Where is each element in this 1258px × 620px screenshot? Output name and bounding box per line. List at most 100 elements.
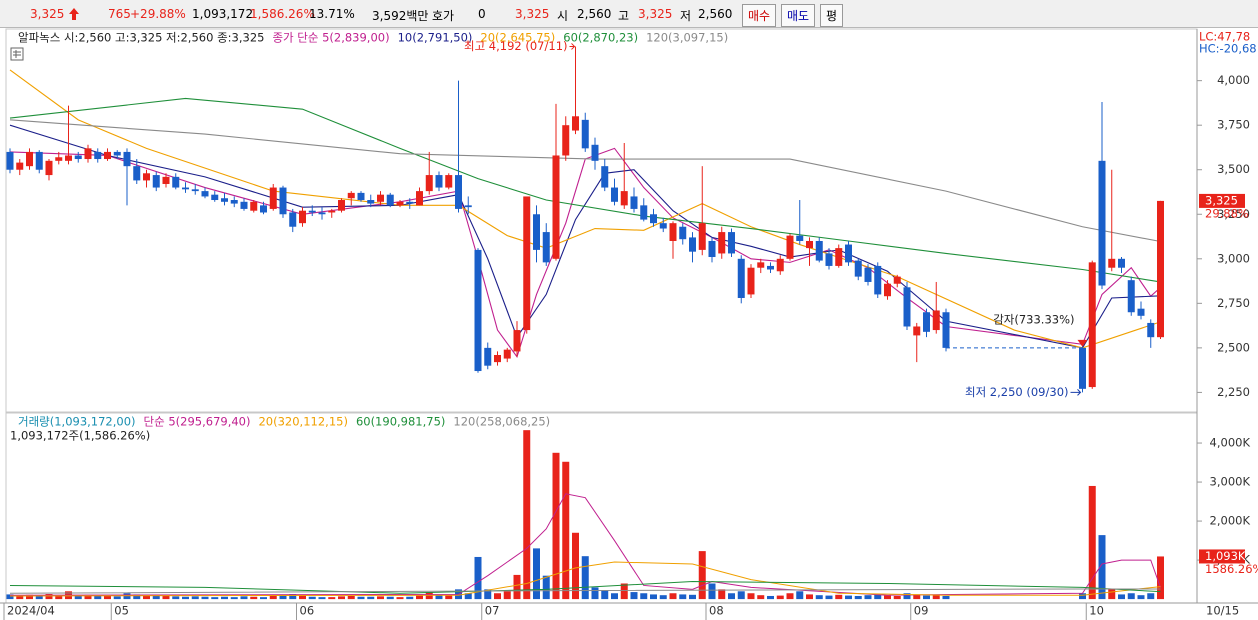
volume-bar (1079, 593, 1086, 600)
volume-bar (650, 594, 657, 600)
volume-bar (221, 596, 228, 600)
volume-bar (74, 595, 82, 600)
volume-bar (737, 591, 745, 600)
legend-entry: 60(190,981,75) (356, 415, 445, 429)
volume-bar (864, 595, 872, 600)
high: 3,325 (638, 7, 673, 21)
volume-bar (728, 593, 735, 600)
candle-body (806, 240, 813, 249)
volume-bar (386, 596, 394, 600)
candle-body (884, 283, 891, 297)
open-label: 시 (557, 9, 569, 23)
candle-body (464, 205, 472, 208)
high-annotation: 최고 4,192 (07/11) (464, 39, 568, 53)
candle-body (84, 148, 92, 160)
ma-line (9, 97, 1161, 283)
volume-bar (113, 596, 121, 600)
volume-bar (182, 596, 189, 600)
y-tick-label: 2,500 (1217, 340, 1250, 354)
volume-bar (367, 596, 375, 600)
candle-body (620, 191, 628, 206)
legend-entry: 120(258,068,25) (453, 415, 550, 429)
volume-bar (942, 595, 950, 600)
volume-bar (767, 595, 774, 600)
up-arrow (69, 8, 79, 20)
volume-bar (708, 583, 716, 600)
low: 2,560 (698, 7, 733, 21)
volume-bar (893, 595, 901, 600)
y-tick-label: 4,000 (1217, 73, 1250, 87)
volume-bar (913, 594, 921, 600)
volume-bar (679, 594, 687, 600)
volume-bar (230, 597, 238, 600)
candle-body (445, 175, 453, 188)
candle-body (845, 244, 852, 263)
candle-body (864, 267, 872, 282)
candle-body (377, 194, 384, 202)
volume-bar (45, 594, 53, 600)
candle-body (854, 260, 862, 277)
volume-bar (377, 596, 384, 600)
volume-bar (747, 593, 755, 600)
candle-body (211, 194, 219, 201)
candle-body (55, 157, 63, 161)
volume-bar (328, 597, 336, 600)
candle-body (513, 330, 521, 352)
volume-bar (474, 556, 482, 600)
candle-body (26, 151, 33, 167)
volume-bar (533, 548, 540, 600)
candle-body (835, 248, 843, 266)
candle-body (133, 166, 141, 181)
candle-body (308, 210, 316, 213)
toolbar: 3,325 765 +29.88% 1,093,172 1,586.26% 13… (0, 0, 1258, 28)
candle-body (728, 232, 735, 254)
candle-body (416, 191, 423, 206)
volume-bar (835, 594, 843, 600)
volume-bar (591, 587, 599, 600)
candle-body (104, 151, 111, 160)
volume-bar (874, 594, 882, 600)
volume-panel (5, 412, 1198, 604)
volume-bar (318, 597, 326, 600)
volume-bar (884, 595, 891, 600)
candle-body (45, 160, 53, 176)
legend-entry: 거래량(1,093,172,00) (18, 415, 136, 429)
candle-body (484, 347, 492, 366)
buy-button[interactable]: 매수 (742, 4, 777, 27)
sell-button[interactable]: 매도 (781, 4, 816, 27)
candle-body (1108, 258, 1116, 268)
low-label: 저 (680, 9, 692, 23)
high-arrow (569, 43, 576, 50)
price: 3,325 (30, 7, 65, 21)
candle-body (250, 201, 258, 211)
candle-body (474, 249, 482, 372)
y-tick-label: 2,000K (1210, 514, 1251, 528)
candle-body (35, 151, 43, 170)
candle-body (562, 125, 570, 156)
x-tick-label: 05 (114, 604, 129, 618)
volume-bar (776, 595, 784, 600)
candle-body (932, 310, 940, 331)
x-tick-label: 08 (709, 604, 724, 618)
volume-bar (260, 597, 267, 600)
candle-body (903, 287, 911, 327)
settings-icon[interactable] (10, 47, 24, 61)
candle-body (357, 192, 365, 201)
candle-body (581, 119, 589, 149)
eval-button[interactable]: 평 (820, 4, 844, 27)
candle-body (815, 240, 823, 261)
volume-bar (406, 596, 414, 600)
candle-body (1088, 262, 1096, 388)
volume-bar (718, 589, 726, 600)
volume-bar (143, 595, 150, 600)
ma-line (9, 581, 1161, 594)
candle-body (1137, 308, 1145, 316)
candle-body (767, 265, 774, 270)
candle-body (572, 116, 579, 131)
settings-icon-grid (13, 50, 21, 58)
candle-body (893, 276, 901, 284)
candle-body (279, 187, 287, 215)
candle-body (318, 212, 326, 215)
candle-body (825, 253, 833, 266)
candle-body (143, 173, 150, 181)
